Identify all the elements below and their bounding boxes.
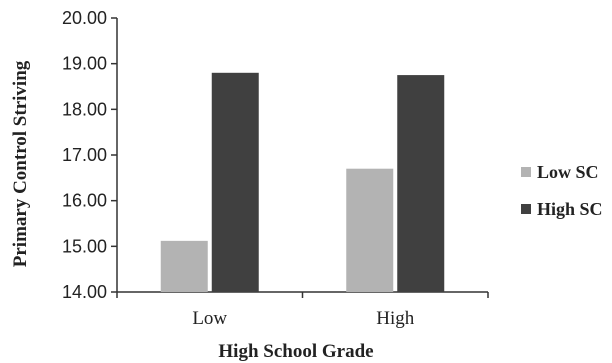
x-axis-title: High School Grade	[218, 341, 373, 362]
bar-high-sc-low	[211, 72, 259, 292]
y-tick-labels: 14.00 15.00 16.00 17.00 18.00 19.00 20.00	[62, 8, 107, 302]
legend-swatch-low-sc	[521, 167, 531, 177]
x-category-labels: Low High	[192, 308, 414, 329]
y-tick-label: 17.00	[62, 145, 107, 165]
x-category-label: High	[376, 308, 415, 329]
x-category-label: Low	[192, 308, 227, 329]
legend-label-high-sc: High SC	[537, 199, 603, 219]
y-axis-title: Primary Control Striving	[10, 60, 31, 267]
bar-low-sc-low	[160, 240, 208, 292]
y-tick-label: 16.00	[62, 191, 107, 211]
legend: Low SC High SC	[521, 162, 603, 219]
y-tick-label: 14.00	[62, 282, 107, 302]
y-tick-label: 15.00	[62, 236, 107, 256]
legend-label-low-sc: Low SC	[537, 162, 599, 182]
bars-group	[160, 72, 445, 292]
y-tick-label: 19.00	[62, 54, 107, 74]
y-tick-label: 18.00	[62, 99, 107, 119]
legend-swatch-high-sc	[521, 204, 531, 214]
bar-low-sc-high	[346, 168, 394, 292]
y-tick-label: 20.00	[62, 8, 107, 28]
bar-high-sc-high	[397, 75, 445, 292]
